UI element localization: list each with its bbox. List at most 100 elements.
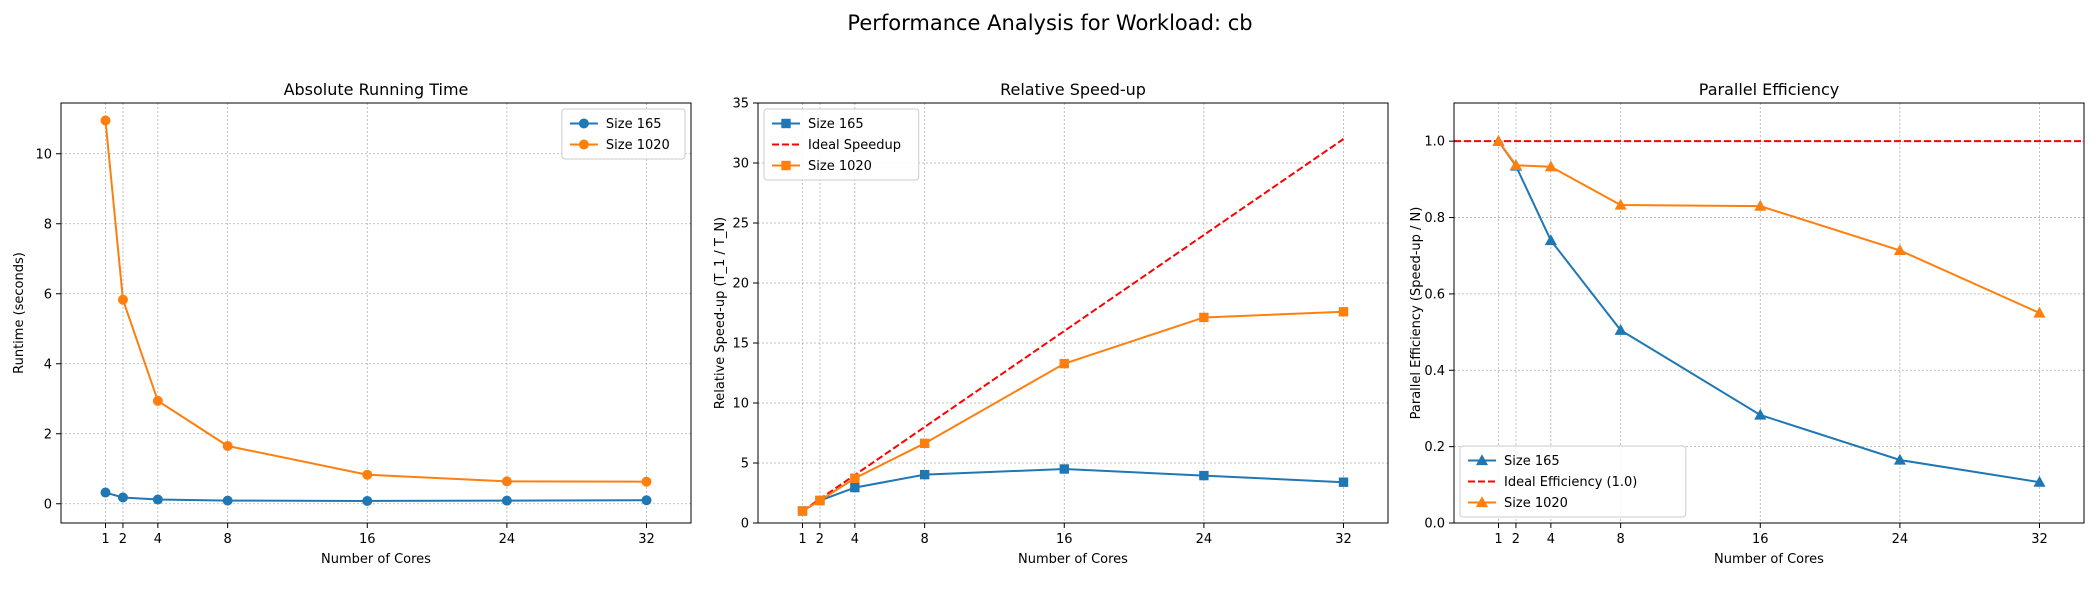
x-tick-label: 24 <box>499 532 516 547</box>
x-tick-label: 2 <box>1512 532 1520 547</box>
axes-frame <box>60 102 692 524</box>
legend-marker <box>578 118 589 129</box>
data-point <box>1754 199 1767 211</box>
legend-label: Size 1020 <box>1504 496 1568 511</box>
legend-label: Size 165 <box>808 117 864 132</box>
data-point <box>222 441 233 451</box>
x-tick-label: 1 <box>798 532 806 547</box>
series-3 <box>797 307 1349 516</box>
data-point <box>1893 244 1906 256</box>
series-3 <box>1492 134 2046 318</box>
x-tick-label: 1 <box>101 532 109 547</box>
data-point <box>117 294 128 305</box>
y-tick-label: 15 <box>732 337 749 352</box>
legend-marker <box>781 118 791 129</box>
y-tick-label: 0 <box>44 497 52 512</box>
y-tick-label: 0.2 <box>1424 440 1445 455</box>
subplot-title: Parallel Efficiency <box>1699 80 1839 99</box>
data-point <box>152 395 163 406</box>
y-tick-label: 0.0 <box>1424 517 1445 532</box>
data-point <box>850 473 860 483</box>
legend-label: Size 1020 <box>606 138 670 153</box>
series-2 <box>801 138 1345 512</box>
legend-box <box>1459 445 1687 518</box>
x-tick-label: 16 <box>1752 532 1769 547</box>
x-axis-label: Number of Cores <box>1018 552 1128 567</box>
legend-label: Ideal Speedup <box>808 138 901 153</box>
data-point <box>919 469 930 480</box>
x-tick-label: 32 <box>1335 532 1352 547</box>
x-tick-label: 24 <box>1892 532 1909 547</box>
y-tick-label: 8 <box>44 217 52 232</box>
legend-label: Size 1020 <box>808 159 872 174</box>
figure-suptitle: Performance Analysis for Workload: cb <box>847 11 1252 35</box>
x-tick-label: 4 <box>154 532 162 547</box>
x-tick-label: 4 <box>1547 532 1555 547</box>
y-axis-label: Relative Speed-up (T_1 / T_N) <box>713 217 728 409</box>
y-tick-label: 6 <box>44 287 52 302</box>
data-point <box>362 495 373 506</box>
y-tick-label: 4 <box>44 357 52 372</box>
series-line <box>801 310 1344 512</box>
x-tick-label: 4 <box>851 532 859 547</box>
data-point <box>117 492 128 503</box>
legend: Size 165 Size 1020 <box>561 108 686 160</box>
data-point <box>1199 312 1209 323</box>
y-tick-label: 10 <box>35 147 52 162</box>
legend-label: Ideal Efficiency (1.0) <box>1504 475 1637 490</box>
axes-frame <box>1453 102 2085 524</box>
data-point <box>100 115 111 126</box>
data-point <box>2033 475 2046 487</box>
x-axis-label: Number of Cores <box>1714 552 1824 567</box>
legend-label: Size 165 <box>606 117 662 132</box>
legend: Size 165 Ideal Efficiency (1.0) Size 1020 <box>1459 445 1687 518</box>
y-tick-label: 35 <box>732 97 749 112</box>
y-tick-label: 30 <box>732 157 749 172</box>
data-point <box>1544 160 1557 172</box>
data-point <box>362 469 373 480</box>
y-tick-label: 5 <box>741 457 749 472</box>
subplot-title: Absolute Running Time <box>284 80 469 99</box>
data-point <box>641 495 652 506</box>
series-1 <box>100 487 652 506</box>
series-1 <box>797 464 1349 516</box>
data-point <box>850 482 860 493</box>
x-tick-label: 1 <box>1494 532 1502 547</box>
y-tick-label: 0 <box>741 517 749 532</box>
series-2 <box>100 115 652 487</box>
x-tick-label: 8 <box>224 532 232 547</box>
x-tick-label: 2 <box>816 532 824 547</box>
x-axis-label: Number of Cores <box>321 552 431 567</box>
legend-box <box>561 108 686 160</box>
legend-label: Size 165 <box>1504 454 1560 469</box>
series-line <box>1497 140 2040 314</box>
grid <box>61 103 691 523</box>
data-point <box>1199 470 1209 481</box>
data-point <box>1338 477 1349 487</box>
legend-marker <box>1475 496 1489 508</box>
subplot-title: Relative Speed-up <box>1000 80 1146 99</box>
y-tick-label: 0.8 <box>1424 211 1445 226</box>
data-point <box>641 476 652 487</box>
series-line <box>801 138 1345 512</box>
data-point <box>797 506 808 516</box>
y-tick-label: 10 <box>732 397 749 412</box>
y-tick-label: 20 <box>732 277 749 292</box>
data-point <box>1059 358 1069 369</box>
axes-frame <box>757 102 1389 524</box>
x-tick-label: 16 <box>1056 532 1073 547</box>
legend-marker <box>1475 454 1489 466</box>
data-point <box>815 495 825 506</box>
series-line <box>104 120 647 483</box>
x-tick-label: 32 <box>638 532 655 547</box>
y-tick-label: 2 <box>44 427 52 442</box>
series-line <box>105 491 647 502</box>
data-point <box>1544 234 1557 246</box>
data-point <box>919 438 930 449</box>
legend-marker <box>578 139 589 150</box>
data-point <box>1509 159 1523 170</box>
x-tick-label: 32 <box>2031 532 2048 547</box>
